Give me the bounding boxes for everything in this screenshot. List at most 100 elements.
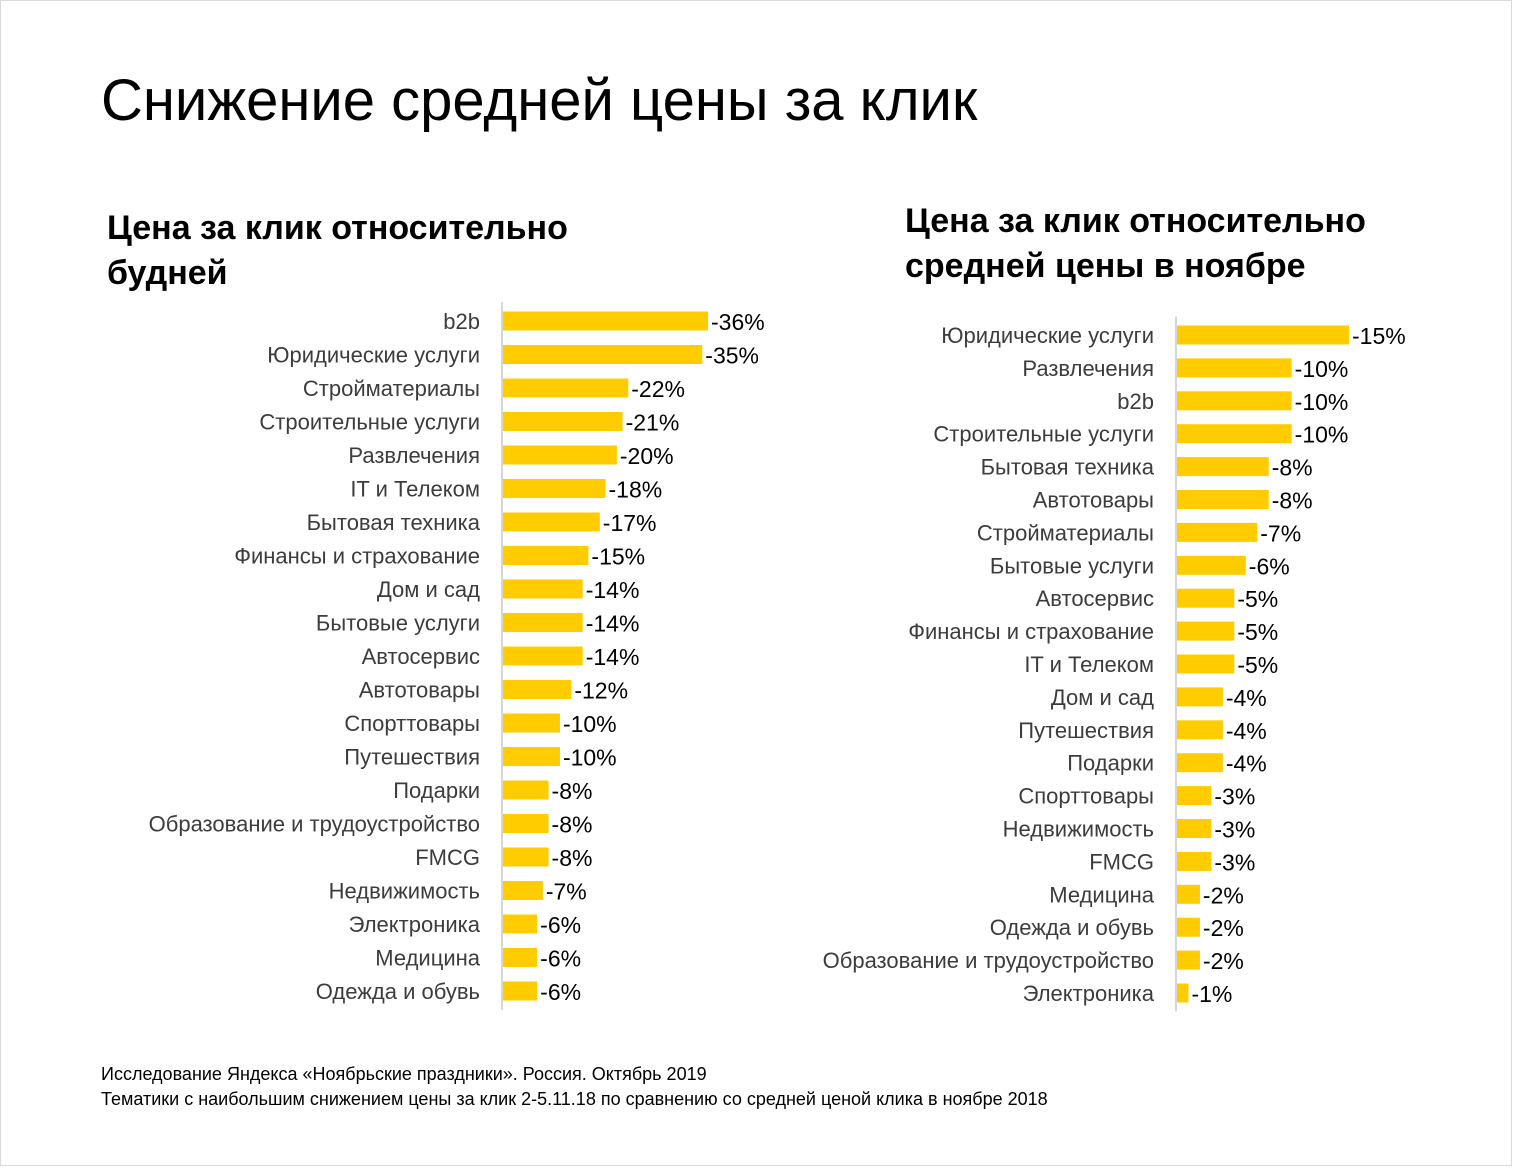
value-label: -3% [1214, 849, 1255, 875]
category-label: Электроника [349, 912, 481, 937]
category-label: Дом и сад [377, 577, 480, 602]
value-label: -8% [1272, 455, 1313, 481]
value-label: -1% [1191, 981, 1232, 1007]
category-label: Юридические услуги [941, 323, 1154, 348]
bar [503, 713, 560, 733]
bar [503, 814, 549, 833]
value-label: -2% [1203, 948, 1244, 974]
bar [503, 680, 572, 699]
value-label: -10% [1295, 389, 1349, 415]
bar [503, 546, 589, 565]
value-label: -6% [540, 912, 581, 938]
bar [1177, 424, 1292, 444]
value-label: -2% [1203, 915, 1244, 941]
bar [503, 579, 583, 599]
category-label: Путешествия [344, 745, 480, 770]
bar [1177, 884, 1200, 904]
value-label: -18% [609, 477, 663, 503]
category-label: Образование и трудоустройство [149, 812, 480, 837]
category-label: Путешествия [1018, 718, 1154, 743]
bar [503, 445, 617, 465]
value-label: -14% [586, 611, 640, 637]
category-label: Автосервис [1036, 586, 1154, 611]
value-label: -4% [1226, 751, 1267, 777]
chart-title-right-line-1: Цена за клик относительно [905, 202, 1366, 240]
value-label: -6% [1249, 553, 1290, 579]
value-label: -10% [563, 745, 617, 771]
value-label: -10% [563, 711, 617, 737]
bar [1177, 917, 1200, 937]
category-label: Дом и сад [1051, 685, 1154, 710]
value-label: -7% [1260, 520, 1301, 546]
value-label: -35% [705, 343, 759, 369]
bar [1177, 720, 1223, 740]
category-label: Автотовары [1033, 488, 1154, 513]
bar [1177, 753, 1223, 773]
footnote-description: Тематики с наибольшим снижением цены за … [101, 1089, 1048, 1109]
bar [503, 378, 629, 398]
category-label: Спорттовары [1018, 784, 1154, 809]
category-label: Автосервис [362, 644, 480, 669]
bar [503, 780, 549, 800]
value-label: -3% [1214, 784, 1255, 810]
category-label: Бытовые услуги [316, 611, 480, 636]
value-label: -8% [1272, 488, 1313, 514]
category-label: IT и Телеком [350, 477, 480, 502]
category-label: Медицина [1049, 882, 1154, 907]
bar [503, 948, 538, 967]
value-label: -15% [1352, 323, 1406, 349]
category-label: Финансы и страхование [234, 544, 480, 569]
category-label: Стройматериалы [977, 520, 1154, 545]
bar [1177, 391, 1292, 411]
value-label: -5% [1237, 586, 1278, 612]
value-label: -4% [1226, 718, 1267, 744]
bar [1177, 621, 1235, 641]
value-label: -15% [591, 544, 645, 570]
value-label: -36% [711, 309, 765, 335]
footnote-source: Исследование Яндекса «Ноябрьские праздни… [101, 1064, 707, 1084]
category-label: b2b [1117, 389, 1154, 414]
bar [503, 847, 549, 867]
value-label: -5% [1237, 619, 1278, 645]
value-label: -7% [546, 879, 587, 905]
bar [503, 914, 538, 934]
value-label: -14% [586, 577, 640, 603]
category-label: Развлечения [1022, 356, 1154, 381]
value-label: -21% [626, 410, 680, 436]
value-label: -5% [1237, 652, 1278, 678]
bar [503, 981, 538, 1001]
bar [503, 412, 623, 431]
category-label: Недвижимость [1003, 817, 1154, 842]
category-label: FMCG [415, 845, 480, 870]
bar [1177, 588, 1235, 608]
bar [1177, 687, 1223, 707]
value-label: -8% [552, 812, 593, 838]
category-label: Электроника [1023, 981, 1155, 1006]
category-label: Одежда и обувь [990, 915, 1154, 940]
value-label: -3% [1214, 817, 1255, 843]
value-label: -12% [574, 678, 628, 704]
value-label: -14% [586, 644, 640, 670]
category-label: Финансы и страхование [908, 619, 1154, 644]
chart-title-left: Цена за клик относительно будней [107, 206, 568, 296]
category-label: b2b [443, 309, 480, 334]
value-label: -22% [631, 376, 685, 402]
bar [1177, 522, 1258, 542]
category-label: Медицина [375, 946, 480, 971]
bar [1177, 950, 1200, 970]
bar [503, 747, 560, 766]
category-label: Подарки [393, 778, 480, 803]
page-title: Снижение средней цены за клик [101, 68, 978, 133]
value-label: -4% [1226, 685, 1267, 711]
value-label: -17% [603, 510, 657, 536]
value-label: -8% [552, 778, 593, 804]
bar [503, 646, 583, 666]
value-label: -10% [1295, 422, 1349, 448]
chart-title-right-line-2: средней цены в ноябре [905, 247, 1306, 285]
category-label: Спорттовары [344, 711, 480, 736]
category-label: Бытовая техника [307, 510, 481, 535]
bar [1177, 819, 1212, 838]
category-label: Подарки [1067, 751, 1154, 776]
